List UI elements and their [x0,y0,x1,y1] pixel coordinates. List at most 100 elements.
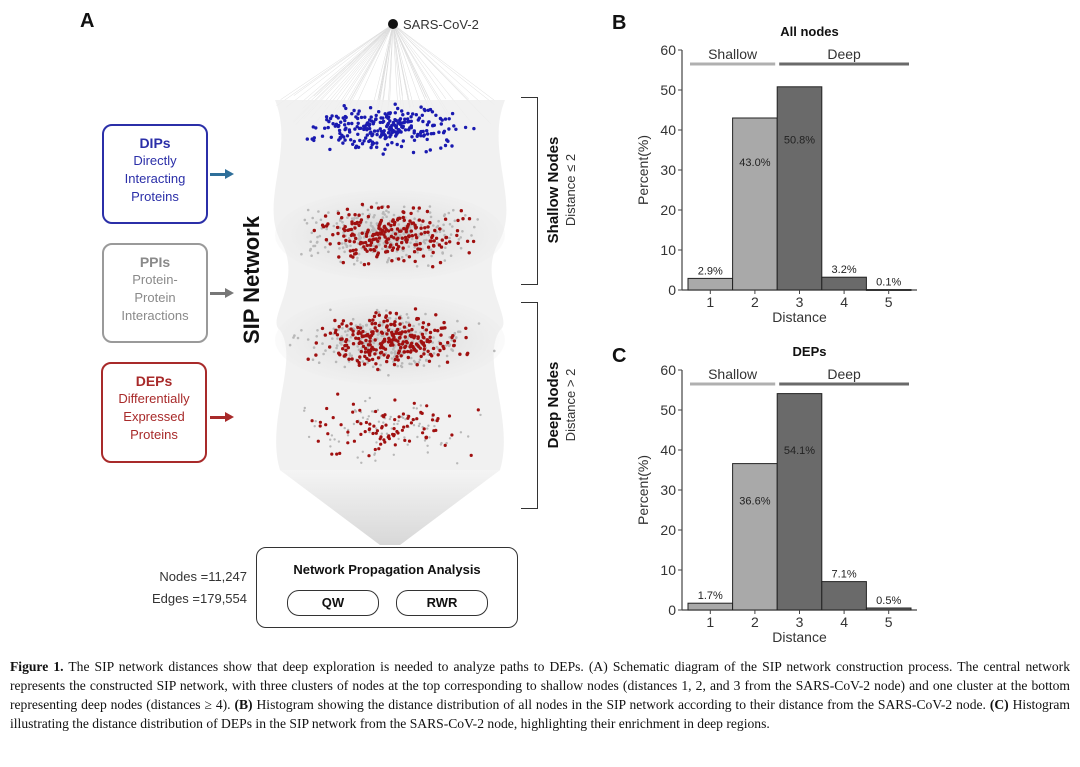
dep-node [379,350,384,354]
dep-node [347,213,351,217]
ppis-arrow-icon [210,288,234,298]
dep-node [406,224,410,228]
dip-node [378,127,382,131]
dip-node [368,131,372,135]
dip-node [378,120,382,125]
x-tick-label: 4 [840,614,848,630]
dep-node [397,342,401,347]
dep-node [374,348,378,352]
ppi-node [315,221,318,224]
dep-node [424,328,429,332]
sars-cov-2-node [388,19,398,29]
dep-node [382,233,386,237]
dep-node [396,351,401,355]
dep-node [415,236,419,240]
ppi-node [303,406,306,410]
dip-node [349,138,353,142]
dip-node [368,126,372,131]
dep-node [371,234,375,238]
ppi-node [414,330,417,334]
dep-node [345,324,349,328]
ppi-node [329,438,332,441]
dip-node [463,125,468,130]
dep-node [416,343,420,347]
dep-node [393,443,397,447]
dep-node [406,349,410,354]
dip-node [383,147,387,151]
dep-node [351,329,355,333]
ppi-node [339,341,342,345]
dep-node [358,220,363,224]
ppi-node [425,238,428,242]
sip-network-label: SIP Network [232,180,272,380]
ppi-node [416,209,420,213]
ppi-node [325,227,328,231]
dep-node [361,344,366,349]
dip-node [403,128,408,132]
dep-node [407,439,412,443]
ppi-node [451,225,454,228]
edge-line [375,23,394,110]
dep-node [326,222,330,226]
edge-line [392,23,447,100]
ppi-node [375,308,379,312]
y-tick-label: 30 [660,482,676,498]
dep-node [432,429,436,433]
ppi-node [388,220,392,223]
ppis-desc-line: Protein- [132,272,178,287]
dip-node [369,145,373,150]
ppi-node [438,230,442,233]
ppi-node [349,335,353,339]
ppi-node [464,214,467,217]
dip-node [401,125,405,130]
caption-text: The SIP network distances show that deep… [10,659,1071,712]
dip-node [406,117,410,121]
ppi-node [380,334,383,338]
dep-node [370,357,375,362]
ppi-node [428,211,432,214]
dep-node [411,206,416,210]
dep-node [403,235,408,240]
dep-node [408,350,413,354]
ppi-node [428,436,431,439]
dep-node [376,356,381,360]
dep-node [357,223,361,228]
edge-line [313,23,394,97]
ppi-node [412,406,415,410]
ppi-node [476,218,479,221]
dip-node [368,106,373,110]
dep-node [351,255,355,259]
ppi-node [396,422,399,426]
edge-line [392,23,414,108]
dip-node [359,115,364,120]
dep-node [432,244,436,248]
ppi-node [385,215,388,218]
dip-node [429,132,434,136]
dip-node [338,136,342,140]
dep-node [425,209,430,214]
caption-label: Figure 1. [10,659,64,674]
dep-node [351,402,355,406]
sip-network-graphic: SARS-CoV-2 [273,17,507,545]
ppi-node [321,342,324,345]
ppi-node [362,236,366,239]
dep-node [408,219,412,223]
dep-node [330,452,334,456]
dip-node [351,142,355,146]
deps-title: DEPs [135,373,173,389]
dip-node [385,143,390,147]
ppi-node [311,216,314,220]
dep-node [407,234,411,239]
dep-node [389,234,394,239]
dip-node [443,117,448,121]
dep-node [452,343,456,348]
ppi-node [366,418,369,421]
dep-node [438,260,443,265]
dip-node [328,116,333,121]
ppi-node [357,252,361,256]
dep-node [314,353,318,357]
dep-node [402,325,407,329]
dip-node [339,120,343,124]
bar [821,581,867,611]
dep-node [416,336,420,340]
